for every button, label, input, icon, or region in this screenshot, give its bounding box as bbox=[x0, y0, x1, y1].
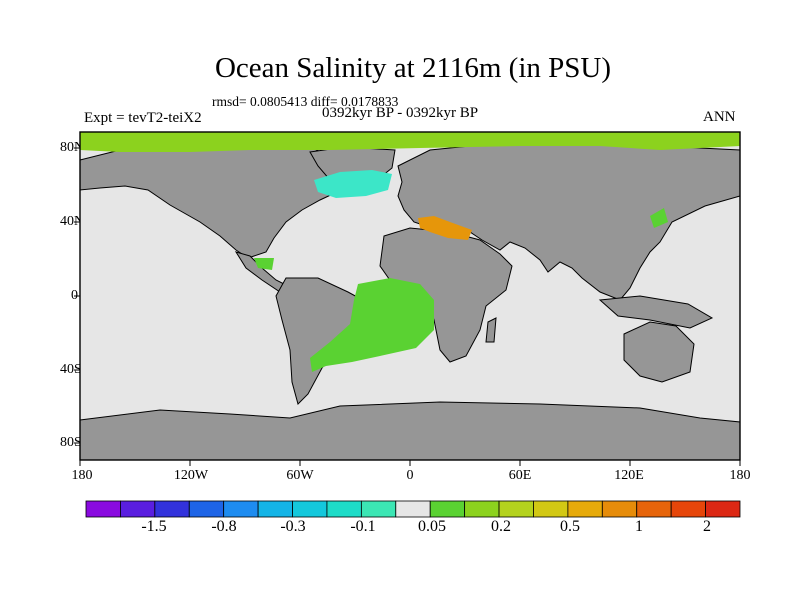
lon-tick-180w: 180 bbox=[71, 468, 93, 483]
madagascar bbox=[485, 317, 497, 343]
colorbar-label-1: 1 bbox=[635, 518, 643, 535]
salinity-anomaly-cells bbox=[80, 132, 740, 372]
north-atlantic-negative-anomaly bbox=[314, 170, 392, 198]
lon-tick-120e: 120E bbox=[614, 468, 644, 483]
lon-tick-60w: 60W bbox=[286, 468, 314, 483]
map-title: Ocean Salinity at 2116m (in PSU) bbox=[214, 52, 612, 84]
lat-tick-80s: 80S bbox=[60, 435, 82, 450]
colorbar-label-neg-0-1: -0.1 bbox=[350, 518, 376, 535]
season-label: ANN bbox=[703, 109, 736, 125]
axis-ticks bbox=[74, 147, 741, 466]
south-atlantic-positive-anomaly bbox=[310, 278, 434, 372]
lon-tick-60e: 60E bbox=[508, 468, 532, 483]
colorbar-box-6 bbox=[257, 500, 293, 518]
colorbar bbox=[85, 500, 741, 518]
colorbar-box-15 bbox=[567, 500, 603, 518]
colorbar-label-neg-1-5: -1.5 bbox=[141, 518, 167, 535]
colorbar-box-14 bbox=[533, 500, 569, 518]
south-america bbox=[275, 277, 371, 405]
colorbar-box-10 bbox=[395, 500, 431, 518]
colorbar-box-2 bbox=[120, 500, 156, 518]
arctic-positive-anomaly bbox=[80, 132, 740, 152]
antarctica bbox=[79, 401, 741, 461]
caribbean-anomaly bbox=[254, 258, 274, 270]
lon-tick-120w: 120W bbox=[173, 468, 209, 483]
colorbar-box-11 bbox=[429, 500, 466, 518]
map-panel bbox=[74, 131, 741, 466]
colorbar-box-12 bbox=[464, 500, 500, 518]
time-period: 0392kyr BP - 0392kyr BP bbox=[322, 105, 479, 121]
colorbar-box-7 bbox=[292, 500, 328, 518]
colorbar-label-0-05: 0.05 bbox=[418, 518, 446, 535]
lat-tick-40s: 40S bbox=[60, 362, 82, 377]
lon-tick-0: 0 bbox=[406, 468, 414, 483]
colorbar-box-4 bbox=[188, 500, 225, 518]
experiment-label: Expt = tevT2-teiX2 bbox=[84, 110, 202, 126]
mediterranean-positive-anomaly bbox=[418, 216, 472, 240]
stats-line: rmsd= 0.0805413 diff= 0.0178833 bbox=[212, 94, 399, 109]
sea-of-japan-anomaly bbox=[650, 208, 668, 228]
colorbar-box-13 bbox=[498, 500, 534, 518]
colorbar-box-8 bbox=[326, 500, 362, 518]
indonesia bbox=[598, 295, 714, 329]
colorbar-box-9 bbox=[360, 500, 397, 518]
colorbar-label-neg-0-8: -0.8 bbox=[211, 518, 237, 535]
colorbar-label-2: 2 bbox=[703, 518, 711, 535]
australia bbox=[623, 321, 695, 383]
colorbar-label-0-2: 0.2 bbox=[491, 518, 511, 535]
colorbar-box-19 bbox=[705, 500, 741, 518]
colorbar-box-1 bbox=[85, 500, 121, 518]
colorbar-label-0-5: 0.5 bbox=[560, 518, 580, 535]
colorbar-box-5 bbox=[223, 500, 259, 518]
lon-tick-180e: 180 bbox=[729, 468, 751, 483]
colorbar-box-3 bbox=[154, 500, 190, 518]
colorbar-box-17 bbox=[636, 500, 672, 518]
colorbar-box-18 bbox=[670, 500, 706, 518]
colorbar-box-16 bbox=[601, 500, 638, 518]
colorbar-label-neg-0-3: -0.3 bbox=[280, 518, 306, 535]
